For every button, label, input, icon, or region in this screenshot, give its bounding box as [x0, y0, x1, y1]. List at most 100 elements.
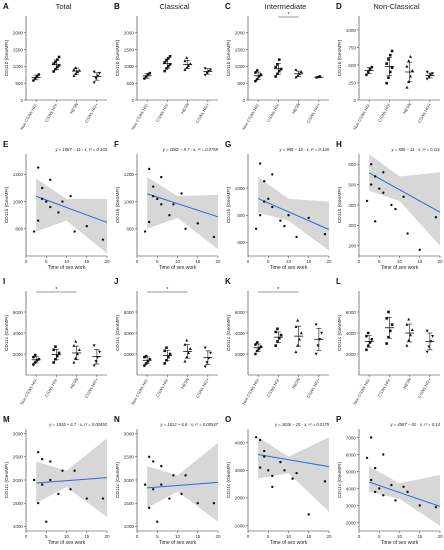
data-point	[369, 478, 373, 481]
y-tick-label: 4000	[124, 331, 135, 336]
x-tick-label: 0	[25, 534, 28, 539]
y-tick-label: 2000	[235, 495, 246, 500]
data-point	[57, 210, 60, 214]
data-point	[320, 331, 324, 335]
data-point	[77, 348, 81, 351]
y-tick-label: 1500	[124, 47, 135, 52]
data-point	[152, 194, 155, 197]
panel-m: M 1000 1500 2000 2500 3000 CD11c (GeoMFI) 0 5 10 1…	[0, 413, 111, 550]
data-point	[184, 227, 187, 230]
y-axis-label: CD11b (GeoMFI)	[115, 186, 121, 223]
data-point	[147, 167, 151, 170]
x-tick-label: 15	[195, 259, 201, 264]
x-axis-label: Time of sex work	[381, 540, 419, 546]
confidence-band	[258, 436, 329, 512]
x-tick-label: 20	[104, 534, 110, 539]
data-point	[258, 438, 262, 441]
panel-p: P 2000 3000 4000 5000 6000 7000 CD11c (GeoMFI) 0…	[333, 413, 444, 550]
data-point	[263, 199, 266, 203]
regression-equation: y = 1082 − 9.7 · x, r² = 0.0769	[162, 147, 219, 152]
y-tick-label: 1000	[235, 185, 246, 190]
data-point	[61, 199, 64, 203]
data-point	[394, 207, 397, 210]
data-point	[369, 162, 373, 165]
x-tick-label: Non CSWs HIV-	[352, 376, 372, 405]
y-axis-label: CD11c (GeoMFI)	[115, 315, 121, 352]
data-point	[283, 224, 286, 227]
y-tick-label: 5000	[346, 469, 357, 474]
data-point	[49, 459, 52, 463]
data-point	[294, 350, 298, 354]
data-point	[258, 161, 262, 165]
y-tick-label: 750	[348, 45, 356, 50]
data-point	[168, 496, 171, 500]
data-point	[160, 482, 163, 486]
x-tick-label: 10	[286, 259, 292, 264]
panel-letter: C	[225, 2, 231, 11]
confidence-band	[36, 177, 107, 253]
x-tick-label: CSWs HIV+	[306, 377, 322, 399]
data-point	[98, 71, 102, 75]
data-point	[279, 333, 283, 337]
y-tick-label: 1000	[124, 199, 135, 204]
data-point	[73, 229, 76, 233]
data-point	[73, 469, 76, 472]
data-point	[258, 465, 262, 469]
data-point	[33, 353, 37, 357]
data-point	[45, 520, 48, 523]
data-point	[390, 49, 394, 53]
data-point	[365, 73, 368, 77]
data-point	[434, 505, 438, 508]
data-point	[41, 186, 44, 189]
x-tick-label: Non CSWs HIV-	[241, 101, 261, 130]
data-point	[92, 344, 96, 348]
data-point	[405, 85, 409, 89]
data-point	[54, 345, 57, 348]
x-tick-label: 0	[247, 259, 250, 264]
data-point	[143, 482, 147, 486]
data-point	[366, 331, 370, 335]
data-point	[387, 76, 390, 79]
data-point	[147, 506, 151, 509]
x-tick-label: CSWs HIV-	[44, 101, 59, 122]
data-point	[203, 365, 207, 369]
data-point	[101, 237, 105, 241]
data-point	[374, 490, 377, 493]
data-point	[314, 323, 318, 327]
x-tick-label: CSWs HIV-	[266, 376, 281, 397]
x-tick-label: HESN	[69, 102, 79, 115]
panel-title: Intermediate	[265, 2, 307, 11]
data-point	[209, 68, 213, 72]
chart-svg: F 800 1000 1200 CD11b (GeoMFI) 0 5 10 15 20 Time o…	[114, 140, 221, 271]
data-point	[296, 318, 300, 322]
data-point	[37, 357, 41, 361]
regression-equation: y = 4587 − 82 · x, r² = 0.14	[390, 422, 441, 427]
data-point	[276, 340, 279, 343]
regression-equation: y = 1067 − 11 · x, r² = 0.103	[55, 147, 108, 152]
data-point	[385, 317, 388, 320]
panel-letter: H	[336, 140, 342, 149]
data-point	[382, 452, 385, 456]
data-point	[388, 70, 392, 74]
data-point	[276, 63, 279, 66]
data-point	[143, 229, 147, 233]
y-tick-label: 500	[237, 81, 245, 86]
data-point	[180, 191, 183, 195]
x-tick-label: 15	[306, 259, 312, 264]
regression-line	[36, 476, 108, 484]
data-point	[168, 352, 172, 356]
y-tick-label: 500	[126, 81, 134, 86]
x-tick-label: CSWs HIV+	[417, 102, 433, 124]
confidence-band	[36, 437, 107, 517]
data-point	[203, 67, 207, 71]
data-point	[212, 501, 216, 504]
data-point	[55, 65, 59, 69]
x-tick-label: 5	[378, 259, 381, 264]
data-point	[431, 334, 435, 338]
data-point	[180, 492, 183, 495]
data-point	[57, 351, 61, 355]
y-axis-label: CD11b (GeoMFI)	[4, 39, 10, 76]
data-point	[209, 351, 213, 355]
